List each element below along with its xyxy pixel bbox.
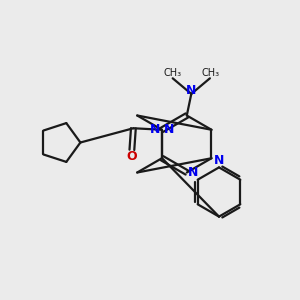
Text: N: N	[150, 123, 160, 136]
Text: N: N	[164, 123, 174, 136]
Text: N: N	[186, 84, 196, 97]
Text: N: N	[214, 154, 224, 167]
Text: N: N	[188, 166, 199, 179]
Text: O: O	[127, 150, 137, 163]
Text: CH₃: CH₃	[163, 68, 181, 78]
Text: CH₃: CH₃	[201, 68, 220, 78]
